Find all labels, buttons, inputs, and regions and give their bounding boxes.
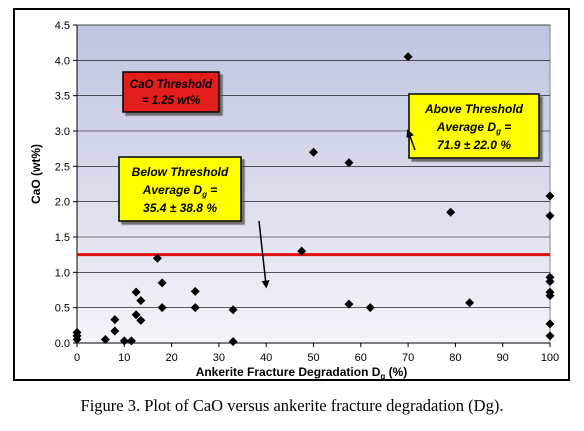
annotation-text: 35.4 ± 38.8 % <box>143 201 217 215</box>
ytick-label: 1.0 <box>55 267 70 279</box>
annotation-text: = 1.25 wt% <box>142 95 201 107</box>
data-point <box>157 303 167 313</box>
xtick-label: 10 <box>118 352 130 364</box>
data-point <box>119 336 129 346</box>
data-point <box>157 278 167 288</box>
ytick-label: 1.5 <box>55 232 70 244</box>
data-point <box>110 315 120 325</box>
ytick-label: 2.5 <box>55 161 70 173</box>
annotation-arrow <box>406 129 416 151</box>
xtick-label: 60 <box>355 352 367 364</box>
annotation-box <box>408 93 540 159</box>
annotation-arrow <box>258 220 270 289</box>
annotation-text: Below Threshold <box>132 165 229 179</box>
annotation-text: Average Dg = <box>436 120 512 136</box>
annotation-box <box>122 71 220 113</box>
xtick-label: 70 <box>402 352 414 364</box>
data-point <box>545 211 555 221</box>
data-point <box>446 207 456 217</box>
xtick-label: 80 <box>449 352 461 364</box>
annotation-box <box>118 156 242 222</box>
scatter-chart: 0.0 0.5 1.0 1.5 2.0 2.5 3.0 3.5 4.0 4.5 0 10 20 30 40 5… <box>29 20 559 379</box>
annotation-text: Average Dg = <box>142 183 218 199</box>
data-point <box>228 337 238 347</box>
ytick-label: 3.5 <box>55 91 70 103</box>
data-point <box>131 310 141 320</box>
y-axis-label: CaO (wt%) <box>29 144 43 204</box>
data-point <box>136 315 146 325</box>
data-point <box>190 303 200 313</box>
xtick-label: 90 <box>497 352 509 364</box>
data-point <box>100 334 110 344</box>
ytick-label: 3.0 <box>55 126 70 138</box>
data-point <box>545 331 555 341</box>
data-point <box>344 158 354 168</box>
data-point <box>344 299 354 309</box>
ytick-label: 2.0 <box>55 197 70 209</box>
ytick-label: 0.5 <box>55 303 70 315</box>
figure-frame: 0.0 0.5 1.0 1.5 2.0 2.5 3.0 3.5 4.0 4.5 0 10 20 30 40 5… <box>13 8 570 381</box>
data-point <box>545 277 555 287</box>
xtick-label: 20 <box>165 352 177 364</box>
annotation-text: Above Threshold <box>424 102 524 116</box>
data-point <box>465 298 475 308</box>
ytick-label: 0.0 <box>55 338 70 350</box>
ytick-label: 4.5 <box>55 20 70 32</box>
data-point <box>110 326 120 336</box>
data-point <box>152 253 162 263</box>
ytick-label: 4.0 <box>55 55 70 67</box>
data-point <box>190 286 200 296</box>
data-point <box>131 287 141 297</box>
data-point <box>365 303 375 313</box>
annotation-text: 71.9 ± 22.0 % <box>437 138 511 152</box>
data-point <box>136 296 146 306</box>
data-point <box>309 147 318 157</box>
data-point <box>228 305 238 315</box>
data-point <box>403 52 413 62</box>
xtick-label: 0 <box>74 352 80 364</box>
xtick-label: 50 <box>307 352 319 364</box>
annotation-text: CaO Threshold <box>130 79 213 91</box>
xtick-label: 100 <box>541 352 559 364</box>
data-point <box>545 191 555 201</box>
xtick-label: 30 <box>213 352 225 364</box>
figure-caption: Figure 3. Plot of CaO versus ankerite fr… <box>80 396 504 415</box>
data-point <box>545 291 555 301</box>
data-point <box>72 334 82 344</box>
xtick-label: 40 <box>260 352 272 364</box>
data-point <box>545 319 555 329</box>
data-point <box>297 246 307 256</box>
x-axis-label: Ankerite Fracture Degradation Dg (%) <box>196 365 408 379</box>
